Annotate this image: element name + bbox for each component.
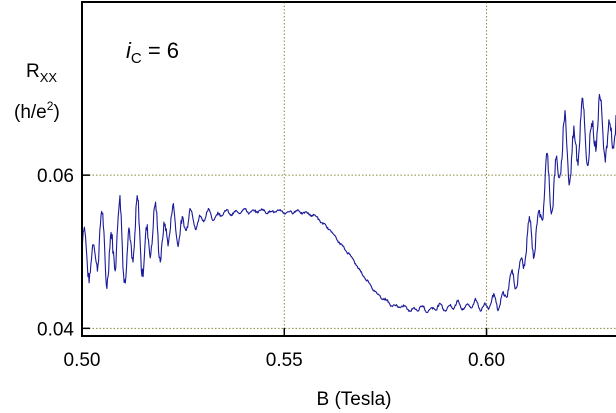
annotation-symbol: i [126,38,131,63]
filling-factor-annotation: iC = 6 [126,38,179,67]
annotation-text: = 6 [141,38,180,63]
x-axis-ticks: 0.50 0.55 0.60 [64,328,505,371]
y-axis-unit-open: (h/e [14,102,47,123]
y-axis-unit-power: 2 [46,99,54,113]
y-axis-symbol: R [26,61,40,82]
y-axis-subscript: XX [39,70,58,85]
x-axis-label: B (Tesla) [317,389,392,410]
y-axis-label: RXX (h/e2) [14,58,60,127]
y-tick-label-1: 0.06 [37,166,74,187]
rxx-trace [81,93,616,314]
y-axis-unit-close: ) [53,102,60,123]
x-tick-label-1: 0.55 [266,350,303,371]
y-tick-label-0: 0.04 [37,319,74,340]
grid-lines [82,2,616,336]
plot-frame [81,1,616,337]
x-tick-label-0: 0.50 [64,350,101,371]
x-tick-label-2: 0.60 [468,350,505,371]
annotation-subscript: C [130,50,142,67]
y-axis-ticks: 0.04 0.06 [37,166,90,340]
